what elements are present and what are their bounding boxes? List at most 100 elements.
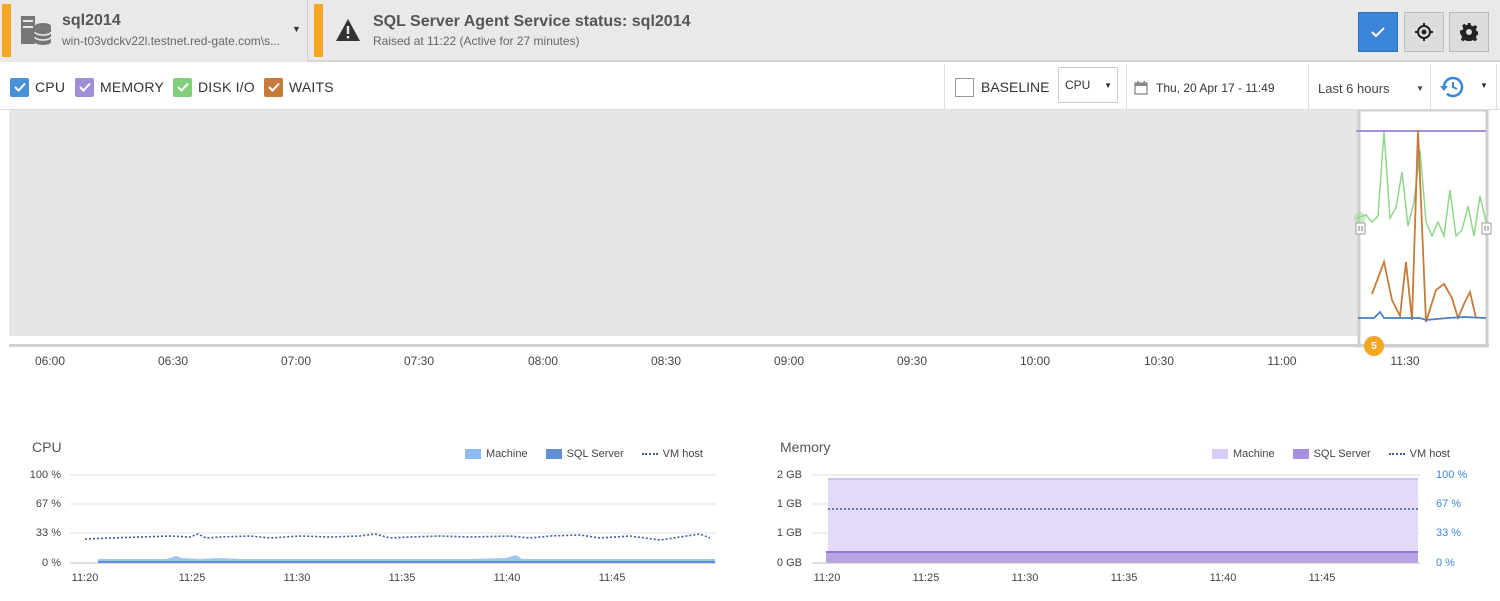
cpu-chart-plot[interactable] <box>70 470 720 570</box>
overview-unselected-region[interactable] <box>9 110 1359 336</box>
calendar-icon <box>1134 81 1148 95</box>
overview-handle-dot <box>1354 212 1366 224</box>
toolbar-divider <box>1430 64 1431 110</box>
toolbar-divider <box>944 64 945 110</box>
toolbar-divider <box>1496 64 1497 110</box>
toggle-waits[interactable]: WAITS <box>264 77 334 97</box>
overview-tick: 10:00 <box>1019 354 1051 368</box>
memory-y-tick: 1 GB <box>776 498 802 510</box>
cpu-chart-legend: Machine SQL Server VM host <box>447 448 703 460</box>
overview-tick: 06:30 <box>157 354 189 368</box>
overview-axis-line <box>9 344 1489 347</box>
legend-machine[interactable]: Machine <box>465 448 528 460</box>
metrics-toolbar: CPU MEMORY DISK I/O WAITS BASELINE CPU ▼… <box>0 64 1500 110</box>
memory-x-tick: 11:25 <box>912 572 940 584</box>
chevron-down-icon[interactable]: ▼ <box>1480 81 1488 90</box>
toggle-disk-io-label: DISK I/O <box>198 79 255 95</box>
legend-vm-host[interactable]: VM host <box>641 448 703 460</box>
toolbar-divider <box>1126 64 1127 110</box>
overview-timeline-chart[interactable] <box>0 110 1500 350</box>
checkbox-checked-icon <box>75 77 94 97</box>
overview-disk-io-series <box>1355 131 1487 239</box>
memory-y-tick: 1 GB <box>776 527 802 539</box>
memory-y-tick: 0 GB <box>776 557 802 569</box>
legend-machine-label: Machine <box>486 448 528 460</box>
checkmark-icon <box>1371 27 1385 38</box>
cpu-x-tick: 11:20 <box>71 572 99 584</box>
header-bar: sql2014 win-t03vdckv22l.testnet.red-gate… <box>0 0 1500 62</box>
memory-x-tick: 11:35 <box>1110 572 1138 584</box>
memory-y-right-tick: 67 % <box>1436 498 1462 510</box>
toggle-disk-io[interactable]: DISK I/O <box>173 77 255 97</box>
server-selector[interactable]: sql2014 win-t03vdckv22l.testnet.red-gate… <box>0 0 308 62</box>
date-picker[interactable]: Thu, 20 Apr 17 - 11:49 <box>1134 76 1275 100</box>
overview-tick: 08:00 <box>527 354 559 368</box>
legend-machine-label: Machine <box>1233 448 1275 460</box>
memory-chart-title: Memory <box>780 439 831 455</box>
memory-machine-area <box>828 479 1418 563</box>
legend-sql-server[interactable]: SQL Server <box>545 448 624 460</box>
left-resize-handle[interactable] <box>1355 222 1366 235</box>
cpu-y-tick: 100 % <box>29 469 61 481</box>
overview-tick: 08:30 <box>650 354 682 368</box>
warning-triangle-icon <box>336 19 360 41</box>
baseline-label: BASELINE <box>981 79 1050 95</box>
server-accent-bar <box>2 4 11 57</box>
checkbox-unchecked-icon <box>955 77 974 97</box>
memory-y-tick: 2 GB <box>776 469 802 481</box>
cpu-vm-host-line <box>84 533 711 541</box>
overview-tick: 10:30 <box>1143 354 1175 368</box>
overview-waits-series <box>1371 129 1477 323</box>
alert-count-marker[interactable]: 5 <box>1364 336 1384 356</box>
settings-button[interactable] <box>1449 12 1489 52</box>
cpu-x-tick: 11:25 <box>178 572 206 584</box>
overview-cpu-series <box>1358 310 1487 321</box>
toggle-memory[interactable]: MEMORY <box>75 77 164 97</box>
chevron-down-icon[interactable]: ▼ <box>292 24 301 34</box>
cpu-chart-title: CPU <box>32 439 62 455</box>
legend-machine[interactable]: Machine <box>1212 448 1275 460</box>
chevron-down-icon: ▼ <box>1104 80 1112 90</box>
server-host: win-t03vdckv22l.testnet.red-gate.com\s..… <box>62 34 281 48</box>
memory-y-right-tick: 0 % <box>1436 557 1455 569</box>
cpu-y-tick: 33 % <box>35 527 61 539</box>
time-range-select[interactable]: Last 6 hours ▼ <box>1318 76 1428 100</box>
cpu-y-tick: 67 % <box>35 498 61 510</box>
clear-alert-button[interactable] <box>1358 12 1398 52</box>
chevron-down-icon: ▼ <box>1416 83 1424 93</box>
baseline-metric-select[interactable]: CPU ▼ <box>1058 67 1118 103</box>
overview-selection-window[interactable] <box>1357 110 1489 348</box>
memory-x-tick: 11:40 <box>1209 572 1237 584</box>
legend-vm-host[interactable]: VM host <box>1388 448 1450 460</box>
alert-title: SQL Server Agent Service status: sql2014 <box>373 13 691 30</box>
baseline-toggle[interactable]: BASELINE <box>955 76 1049 98</box>
legend-sql-server[interactable]: SQL Server <box>1292 448 1371 460</box>
auto-refresh-button[interactable] <box>1436 73 1470 101</box>
toolbar-divider <box>1308 64 1309 110</box>
checkbox-checked-icon <box>173 77 192 97</box>
overview-tick: 07:30 <box>403 354 435 368</box>
overview-tick: 09:30 <box>896 354 928 368</box>
cpu-x-tick: 11:30 <box>283 572 311 584</box>
overview-tick: 06:00 <box>34 354 66 368</box>
locate-button[interactable] <box>1404 12 1444 52</box>
cpu-x-tick: 11:45 <box>598 572 626 584</box>
alert-summary: SQL Server Agent Service status: sql2014… <box>310 0 910 62</box>
memory-chart-legend: Machine SQL Server VM host <box>1194 448 1450 460</box>
memory-y-right-tick: 100 % <box>1436 469 1468 481</box>
overview-tick: 07:00 <box>280 354 312 368</box>
checkbox-checked-icon <box>10 77 29 97</box>
legend-sql-server-label: SQL Server <box>566 448 624 460</box>
checkbox-checked-icon <box>264 77 283 97</box>
gear-icon <box>1460 23 1478 41</box>
toggle-cpu[interactable]: CPU <box>10 77 65 97</box>
refresh-clock-icon <box>1440 76 1464 98</box>
database-server-icon <box>21 16 52 45</box>
time-range-value: Last 6 hours <box>1318 80 1390 96</box>
server-name: sql2014 <box>62 12 121 29</box>
memory-x-tick: 11:45 <box>1308 572 1336 584</box>
right-resize-handle[interactable] <box>1481 222 1492 235</box>
memory-chart-plot[interactable] <box>812 470 1424 570</box>
memory-sql-server-area <box>826 552 1418 563</box>
memory-y-right-tick: 33 % <box>1436 527 1462 539</box>
